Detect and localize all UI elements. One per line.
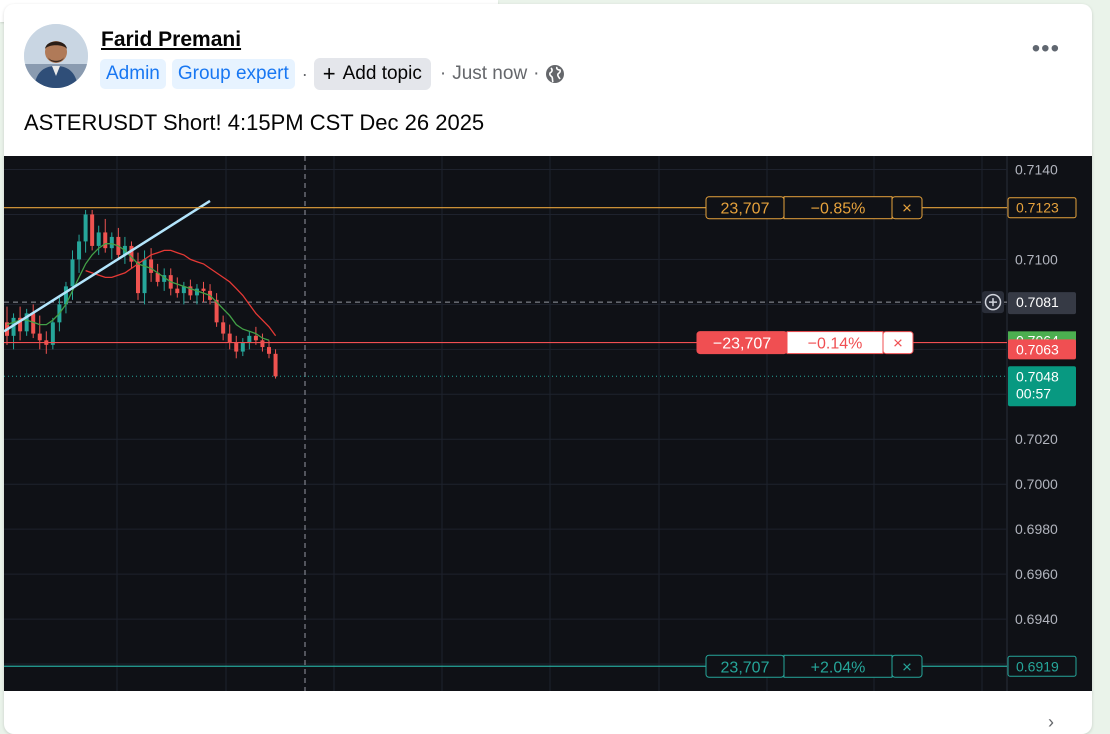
stop-loss-close-button	[891, 196, 923, 220]
candle-body	[155, 272, 160, 282]
add-alert-icon	[984, 293, 1002, 311]
candle-body	[142, 259, 147, 294]
candle-body	[50, 322, 55, 345]
y-tick-label: 0.6980	[1015, 521, 1058, 537]
add-topic-label: Add topic	[342, 63, 422, 84]
y-tick-label: 0.6940	[1015, 611, 1058, 627]
candle-body	[103, 232, 108, 249]
candle-body	[149, 259, 154, 273]
position-pnl: −0.14%	[808, 336, 863, 353]
candle-body	[188, 286, 193, 296]
candle-body	[273, 353, 278, 377]
candle-body	[31, 313, 36, 334]
y-tick-label: 0.6960	[1015, 566, 1058, 582]
globe-icon[interactable]	[545, 64, 565, 84]
candle-body	[37, 333, 42, 341]
candlestick-chart: 0.7140 0.7100 0.7020 0.7000 0.6980 0.6960 0.69…	[4, 156, 1092, 691]
price-countdown: 00:57	[1016, 385, 1051, 401]
candle-body	[18, 317, 23, 332]
candle-body	[253, 335, 258, 341]
ma-green-line	[6, 243, 270, 341]
price-label-box	[1007, 655, 1077, 677]
stop-loss-qty: 23,707	[721, 201, 770, 218]
plus-icon: +	[322, 61, 336, 86]
price-label: 0.7081	[1016, 294, 1059, 310]
position-qty: −23,707	[713, 336, 771, 353]
candle-body	[240, 342, 245, 352]
candle-body	[267, 347, 271, 354]
chart-image[interactable]: 0.7140 0.7100 0.7020 0.7000 0.6980 0.6960 0.69…	[4, 156, 1092, 691]
candle-body	[194, 288, 199, 296]
position-close-icon: ×	[893, 334, 903, 353]
take-profit-qty: 23,707	[721, 659, 770, 676]
stop-loss-pnl: −0.85%	[811, 201, 866, 218]
candle-body	[247, 335, 252, 343]
candle-body	[175, 288, 180, 294]
reaction-bar-hint	[24, 710, 184, 724]
stop-loss-close-icon: ×	[902, 199, 912, 218]
price-label-box	[1007, 197, 1077, 219]
price-label: 0.7063	[1016, 341, 1059, 357]
price-label-box	[1008, 366, 1076, 407]
candle-body	[234, 342, 239, 352]
candle-body	[24, 313, 29, 332]
take-profit-pnl: +2.04%	[811, 659, 866, 676]
y-tick-label: 0.7140	[1015, 161, 1058, 177]
y-tick-label: 0.7000	[1015, 476, 1058, 492]
chevron-right-icon[interactable]: ›	[1048, 712, 1054, 732]
post-text: ASTERUSDT Short! 4:15PM CST Dec 26 2025	[24, 110, 485, 135]
more-options-icon[interactable]: •••	[1031, 35, 1060, 62]
candle-body	[70, 259, 75, 287]
timestamp-separator: ·	[439, 63, 447, 84]
price-label: 0.6919	[1016, 658, 1059, 674]
separator: ·	[301, 63, 308, 84]
candle-body	[11, 317, 16, 336]
y-tick-label: 0.7100	[1015, 251, 1058, 267]
candle-body	[83, 214, 88, 242]
candle-body	[162, 275, 167, 282]
candle-body	[90, 214, 95, 246]
y-tick-label: 0.7020	[1015, 431, 1058, 447]
add-topic-button[interactable]: + Add topic	[313, 58, 431, 90]
admin-badge[interactable]: Admin	[100, 59, 166, 89]
avatar[interactable]	[24, 24, 88, 88]
price-axis	[1007, 156, 1092, 691]
timestamp-separator-2: ·	[533, 63, 540, 84]
candle-body	[227, 333, 232, 343]
candle-body	[96, 232, 101, 246]
post-timestamp[interactable]: Just now	[452, 63, 528, 84]
post-card: Farid Premani Admin Group expert · + Add…	[4, 4, 1092, 734]
group-expert-badge[interactable]: Group expert	[171, 59, 295, 89]
avatar-image	[24, 24, 88, 88]
post-meta: Admin Group expert · + Add topic · Just …	[100, 57, 565, 91]
position-close-button	[882, 331, 914, 355]
candle-body	[109, 236, 114, 249]
candle-body	[77, 241, 82, 260]
price-label-box	[1008, 339, 1076, 360]
author-name[interactable]: Farid Premani	[101, 28, 242, 51]
trendline	[4, 199, 211, 333]
candle-body	[221, 322, 226, 334]
candle-body	[129, 245, 134, 262]
ma-red-line	[85, 249, 277, 337]
price-label-box	[1008, 292, 1076, 315]
candle-body	[181, 286, 186, 294]
price-label: 0.7123	[1016, 200, 1059, 216]
candle-body	[63, 286, 68, 305]
candle-body	[201, 288, 206, 291]
candle-body	[136, 261, 140, 294]
candle-body	[260, 340, 265, 348]
price-label: 0.7048	[1016, 368, 1059, 384]
take-profit-close-button	[891, 654, 923, 678]
take-profit-close-icon: ×	[902, 657, 912, 676]
candle-body	[214, 299, 219, 323]
